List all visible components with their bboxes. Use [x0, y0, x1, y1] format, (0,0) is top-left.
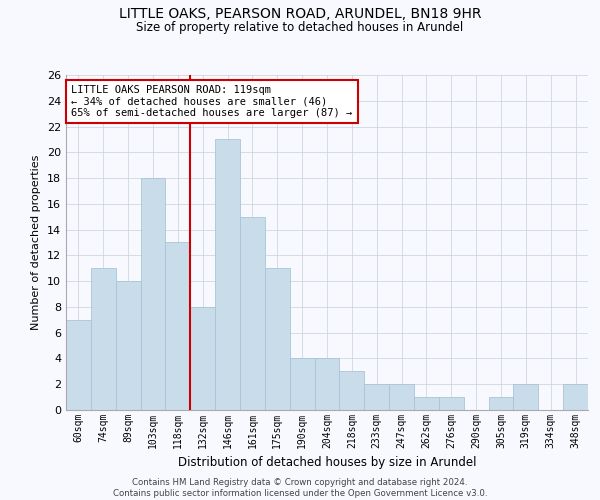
Bar: [140, 178, 166, 410]
Bar: [488, 397, 514, 410]
X-axis label: Distribution of detached houses by size in Arundel: Distribution of detached houses by size …: [178, 456, 476, 469]
Bar: [116, 281, 140, 410]
Bar: [66, 320, 91, 410]
Bar: [563, 384, 588, 410]
Bar: [314, 358, 340, 410]
Y-axis label: Number of detached properties: Number of detached properties: [31, 155, 41, 330]
Bar: [439, 397, 464, 410]
Text: LITTLE OAKS, PEARSON ROAD, ARUNDEL, BN18 9HR: LITTLE OAKS, PEARSON ROAD, ARUNDEL, BN18…: [119, 8, 481, 22]
Text: LITTLE OAKS PEARSON ROAD: 119sqm
← 34% of detached houses are smaller (46)
65% o: LITTLE OAKS PEARSON ROAD: 119sqm ← 34% o…: [71, 85, 352, 118]
Bar: [215, 140, 240, 410]
Bar: [514, 384, 538, 410]
Bar: [265, 268, 290, 410]
Text: Contains HM Land Registry data © Crown copyright and database right 2024.
Contai: Contains HM Land Registry data © Crown c…: [113, 478, 487, 498]
Bar: [190, 307, 215, 410]
Bar: [240, 216, 265, 410]
Bar: [414, 397, 439, 410]
Bar: [364, 384, 389, 410]
Bar: [91, 268, 116, 410]
Bar: [389, 384, 414, 410]
Text: Size of property relative to detached houses in Arundel: Size of property relative to detached ho…: [136, 22, 464, 35]
Bar: [166, 242, 190, 410]
Bar: [290, 358, 314, 410]
Bar: [340, 372, 364, 410]
